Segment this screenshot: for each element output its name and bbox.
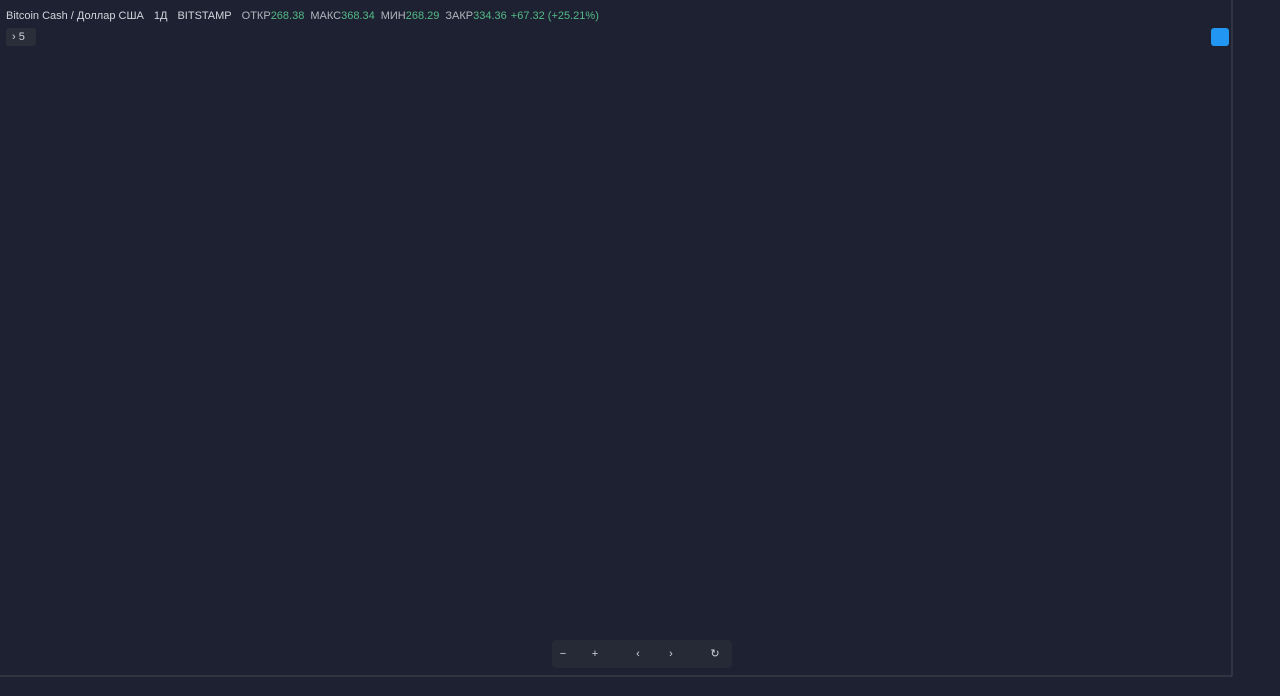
- scroll-left[interactable]: ‹: [636, 648, 640, 660]
- toolbar: − + ‹ › ↻: [552, 640, 732, 668]
- scroll-right[interactable]: ›: [669, 648, 673, 660]
- toolbar-bg: [552, 640, 732, 668]
- reset[interactable]: ↻: [710, 648, 719, 660]
- zoom-in[interactable]: +: [592, 648, 598, 660]
- price-axis: [1232, 0, 1280, 696]
- zoom-out[interactable]: −: [560, 648, 566, 660]
- header: Bitcoin Cash / Доллар США 1Д BITSTAMP ОТКР2…: [6, 10, 599, 22]
- scale-button[interactable]: [1211, 28, 1229, 46]
- indicator-toggle[interactable]: [6, 28, 36, 46]
- indicator-count: › 5: [12, 31, 25, 43]
